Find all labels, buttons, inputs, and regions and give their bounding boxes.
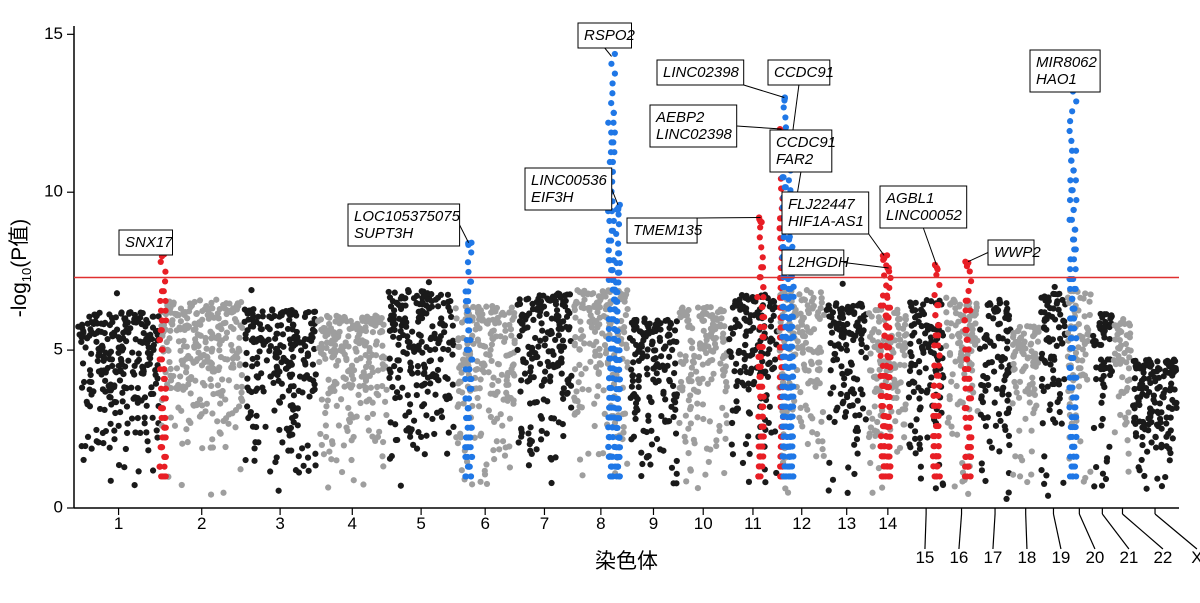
- y-tick-label: 0: [54, 497, 63, 516]
- gene-label: EIF3H: [531, 189, 574, 206]
- x-tick-label: 17: [983, 548, 1002, 567]
- gene-label-leader: [460, 225, 469, 243]
- y-tick-label: 10: [44, 182, 63, 201]
- gene-label: LINC00536: [531, 172, 608, 189]
- x-tick-label: 12: [792, 514, 811, 533]
- x-tick-label: 2: [197, 514, 206, 533]
- x-tick-label: 10: [694, 514, 713, 533]
- y-tick-label: 5: [54, 340, 63, 359]
- gene-label: HIF1A-AS1: [788, 213, 864, 230]
- gene-label: CCDC91: [774, 64, 834, 81]
- gene-label: HAO1: [1036, 71, 1077, 88]
- x-tick-label: 18: [1017, 548, 1036, 567]
- gene-label: LINC00052: [886, 207, 963, 224]
- gene-label-leader: [697, 217, 760, 218]
- gene-label: FLJ22447: [788, 196, 855, 213]
- gene-label: AEBP2: [655, 109, 705, 126]
- x-tick-label: 11: [744, 514, 762, 533]
- gene-label: RSPO2: [584, 27, 636, 44]
- gene-label-leader: [968, 253, 988, 262]
- gene-label: CCDC91: [776, 134, 836, 151]
- gene-label: AGBL1: [885, 190, 934, 207]
- plot-svg: 051015-log10(P值)123456789101112131415161…: [0, 0, 1200, 598]
- y-tick-label: 15: [44, 24, 63, 43]
- gene-label: LINC02398: [663, 64, 740, 81]
- x-tick-label: 22: [1153, 548, 1172, 567]
- gene-label: SNX17: [125, 234, 173, 251]
- gene-label: LINC02398: [656, 126, 733, 143]
- gene-label-leader: [869, 234, 884, 255]
- x-tick-label: 15: [915, 548, 934, 567]
- gene-label: TMEM135: [633, 222, 703, 239]
- gene-label-leader: [744, 85, 785, 97]
- y-axis-title: -log10(P值): [8, 219, 34, 318]
- x-tick-label: 20: [1085, 548, 1104, 567]
- manhattan-plot: 051015-log10(P值)123456789101112131415161…: [0, 0, 1200, 598]
- x-tick-label: 8: [596, 514, 605, 533]
- x-tick-label: 3: [275, 514, 284, 533]
- gene-label: FAR2: [776, 151, 814, 168]
- x-tick-label: 16: [949, 548, 968, 567]
- gene-label: WWP2: [994, 244, 1041, 261]
- x-axis-title: 染色体: [595, 550, 658, 573]
- x-tick-label: 19: [1051, 548, 1070, 567]
- gene-label-leader: [605, 48, 612, 56]
- gene-label: SUPT3H: [354, 225, 413, 242]
- x-tick-label: 21: [1119, 548, 1138, 567]
- x-tick-label: 7: [540, 514, 549, 533]
- gene-label-leader: [844, 263, 889, 269]
- x-tick-label: 14: [878, 514, 897, 533]
- x-tick-label: 5: [416, 514, 425, 533]
- x-tick-label: 6: [480, 514, 489, 533]
- x-tick-label: 13: [837, 514, 856, 533]
- x-tick-label: 9: [649, 514, 658, 533]
- x-tick-label: X: [1191, 548, 1200, 567]
- x-tick-label: 4: [348, 514, 357, 533]
- gene-label: MIR8062: [1036, 54, 1098, 71]
- gene-label-leader: [923, 228, 936, 265]
- gene-label: L2HGDH: [788, 254, 849, 271]
- x-tick-label: 1: [114, 514, 123, 533]
- gene-label: LOC105375075: [354, 208, 461, 225]
- gene-label-leader: [737, 126, 782, 129]
